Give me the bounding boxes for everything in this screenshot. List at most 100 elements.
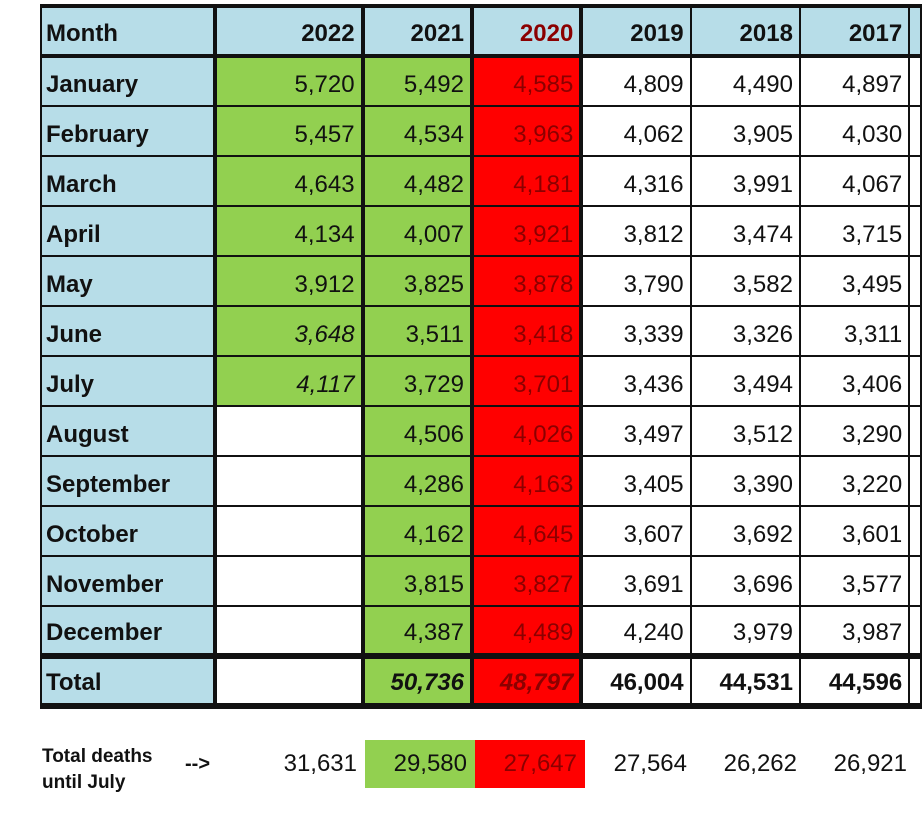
value-cell: 4,240 bbox=[580, 605, 692, 657]
header-year: 2020 bbox=[469, 4, 584, 58]
total-value: 48,797 bbox=[469, 653, 584, 709]
value-cell: 4,489 bbox=[469, 605, 584, 657]
month-cell: September bbox=[40, 455, 216, 507]
value-cell: 3,648 bbox=[212, 305, 365, 357]
cut-off-column bbox=[908, 55, 922, 107]
value-cell: 3,812 bbox=[580, 205, 692, 257]
value-cell: 3,825 bbox=[360, 255, 474, 307]
table-row: July 4,117 3,729 3,701 3,436 3,494 3,406 bbox=[40, 355, 922, 407]
cut-off-column bbox=[908, 355, 922, 407]
arrow-icon: --> bbox=[185, 753, 210, 775]
value-cell: 4,490 bbox=[689, 55, 801, 107]
value-cell: 4,117 bbox=[212, 355, 365, 407]
month-cell: July bbox=[40, 355, 216, 407]
month-cell: December bbox=[40, 605, 216, 657]
month-cell: May bbox=[40, 255, 216, 307]
value-cell: 4,030 bbox=[798, 105, 911, 157]
value-cell: 4,007 bbox=[360, 205, 474, 257]
value-cell: 3,577 bbox=[798, 555, 911, 607]
value-cell bbox=[212, 505, 365, 557]
value-cell: 3,827 bbox=[469, 555, 584, 607]
cut-off-column bbox=[908, 505, 922, 557]
value-cell bbox=[212, 405, 365, 457]
until-july-value: 27,564 bbox=[613, 750, 687, 777]
value-cell bbox=[212, 605, 365, 657]
value-cell: 5,720 bbox=[212, 55, 365, 107]
month-cell: February bbox=[40, 105, 216, 157]
table-row: April 4,134 4,007 3,921 3,812 3,474 3,715 bbox=[40, 205, 922, 257]
value-cell: 3,311 bbox=[798, 305, 911, 357]
month-cell: November bbox=[40, 555, 216, 607]
value-cell: 4,534 bbox=[360, 105, 474, 157]
value-cell: 4,163 bbox=[469, 455, 584, 507]
value-cell: 5,457 bbox=[212, 105, 365, 157]
until-july-value: 27,647 bbox=[475, 740, 585, 788]
month-cell: January bbox=[40, 55, 216, 107]
value-cell: 3,790 bbox=[580, 255, 692, 307]
until-july-value: 29,580 bbox=[365, 740, 475, 788]
value-cell: 4,286 bbox=[360, 455, 474, 507]
value-cell: 3,691 bbox=[580, 555, 692, 607]
value-cell: 3,991 bbox=[689, 155, 801, 207]
cut-off-column bbox=[908, 255, 922, 307]
value-cell: 3,511 bbox=[360, 305, 474, 357]
table-row: March 4,643 4,482 4,181 4,316 3,991 4,067 bbox=[40, 155, 922, 207]
value-cell: 3,582 bbox=[689, 255, 801, 307]
total-value: 44,596 bbox=[798, 653, 911, 709]
value-cell: 3,979 bbox=[689, 605, 801, 657]
table-row: December 4,387 4,489 4,240 3,979 3,987 bbox=[40, 605, 922, 657]
value-cell: 3,912 bbox=[212, 255, 365, 307]
value-cell: 4,067 bbox=[798, 155, 911, 207]
until-july-value: 26,921 bbox=[833, 750, 907, 777]
month-cell: October bbox=[40, 505, 216, 557]
total-value: 46,004 bbox=[580, 653, 692, 709]
cut-off-column bbox=[908, 405, 922, 457]
value-cell: 4,181 bbox=[469, 155, 584, 207]
value-cell bbox=[212, 455, 365, 507]
value-cell: 3,878 bbox=[469, 255, 584, 307]
value-cell: 3,715 bbox=[798, 205, 911, 257]
value-cell: 3,390 bbox=[689, 455, 801, 507]
total-value: 44,531 bbox=[689, 653, 801, 709]
value-cell: 3,406 bbox=[798, 355, 911, 407]
table-row: January 5,720 5,492 4,585 4,809 4,490 4,897 bbox=[40, 55, 922, 107]
value-cell: 3,815 bbox=[360, 555, 474, 607]
value-cell: 3,921 bbox=[469, 205, 584, 257]
value-cell: 4,162 bbox=[360, 505, 474, 557]
value-cell: 3,339 bbox=[580, 305, 692, 357]
header-year: 2022 bbox=[212, 4, 365, 58]
value-cell bbox=[212, 555, 365, 607]
table-row: June 3,648 3,511 3,418 3,339 3,326 3,311 bbox=[40, 305, 922, 357]
header-year: 2021 bbox=[360, 4, 474, 58]
month-cell: June bbox=[40, 305, 216, 357]
value-cell: 4,482 bbox=[360, 155, 474, 207]
value-cell: 3,418 bbox=[469, 305, 584, 357]
header-year: 2018 bbox=[689, 4, 801, 58]
value-cell: 3,436 bbox=[580, 355, 692, 407]
value-cell: 3,494 bbox=[689, 355, 801, 407]
cut-off-column bbox=[908, 653, 922, 709]
until-july-value: 31,631 bbox=[283, 750, 357, 777]
cut-off-column bbox=[908, 155, 922, 207]
cut-off-column bbox=[908, 555, 922, 607]
value-cell: 3,220 bbox=[798, 455, 911, 507]
value-cell: 4,809 bbox=[580, 55, 692, 107]
value-cell: 3,963 bbox=[469, 105, 584, 157]
cut-off-column bbox=[908, 605, 922, 657]
value-cell: 4,026 bbox=[469, 405, 584, 457]
value-cell: 4,897 bbox=[798, 55, 911, 107]
until-july-label: Total deaths until July bbox=[42, 746, 153, 793]
value-cell: 4,585 bbox=[469, 55, 584, 107]
value-cell: 3,601 bbox=[798, 505, 911, 557]
value-cell: 4,387 bbox=[360, 605, 474, 657]
value-cell: 3,474 bbox=[689, 205, 801, 257]
table-row: August 4,506 4,026 3,497 3,512 3,290 bbox=[40, 405, 922, 457]
value-cell: 4,316 bbox=[580, 155, 692, 207]
header-year: 2017 bbox=[798, 4, 911, 58]
table-row: October 4,162 4,645 3,607 3,692 3,601 bbox=[40, 505, 922, 557]
total-value: 50,736 bbox=[360, 653, 474, 709]
value-cell: 4,134 bbox=[212, 205, 365, 257]
table-row: September 4,286 4,163 3,405 3,390 3,220 bbox=[40, 455, 922, 507]
value-cell: 3,405 bbox=[580, 455, 692, 507]
header-row: Month 2022 2021 2020 2019 2018 2017 bbox=[40, 4, 922, 58]
